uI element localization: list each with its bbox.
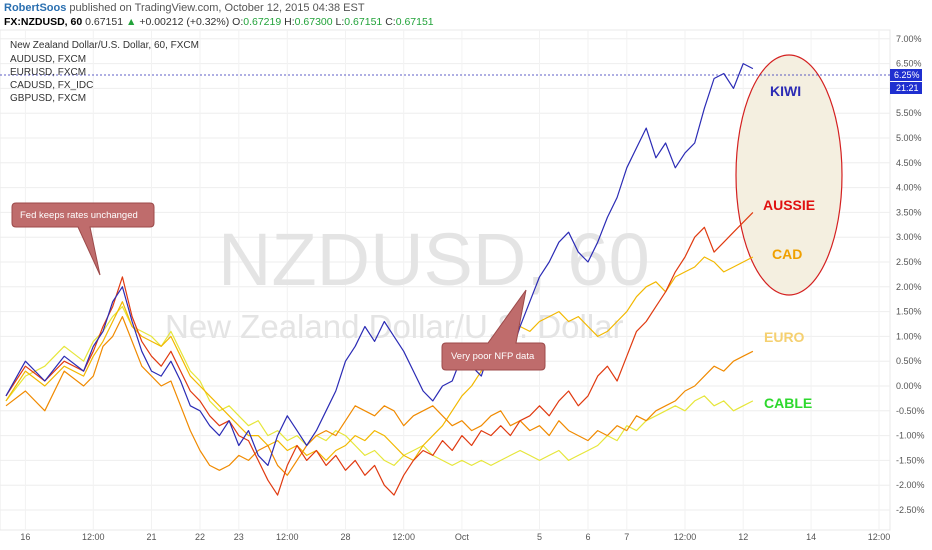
last-price: 0.67151	[85, 16, 124, 28]
x-tick-label: 28	[340, 532, 350, 542]
x-tick-label: 12:00	[276, 532, 299, 542]
legend-eurusd: EURUSD, FXCM	[10, 67, 86, 78]
y-axis[interactable]: 7.00%6.50%6.00%5.50%5.00%4.50%4.00%3.50%…	[896, 34, 925, 515]
x-axis[interactable]: 16 12:00 21 22 23 12:00 28 12:00 Oct 5 6 7 12:00 12 14…	[20, 532, 890, 542]
timer-tag-value: 21:21	[896, 83, 919, 93]
x-tick-label: 12:00	[392, 532, 415, 542]
x-tick-label: 7	[624, 532, 629, 542]
y-tick-label: 7.00%	[896, 34, 922, 44]
series-line-euro[interactable]	[5, 316, 754, 476]
series-group	[5, 62, 754, 496]
x-tick-label: 16	[20, 532, 30, 542]
x-tick-label: 12:00	[82, 532, 105, 542]
up-arrow-icon: ▲	[126, 16, 137, 28]
y-tick-label: 2.00%	[896, 282, 922, 292]
label-kiwi: KIWI	[770, 83, 801, 99]
y-tick-label: 5.00%	[896, 133, 922, 143]
high-label: H:	[284, 16, 295, 28]
label-cad: CAD	[772, 246, 802, 262]
fed-callout	[11, 202, 155, 276]
y-tick-label: 5.50%	[896, 108, 922, 118]
y-tick-label: 0.50%	[896, 356, 922, 366]
x-tick-label: 14	[806, 532, 816, 542]
symbol-line: FX:NZDUSD, 60 0.67151 ▲ +0.00212 (+0.32%…	[4, 16, 434, 28]
nfp-callout	[441, 289, 546, 371]
price-change: +0.00212 (+0.32%)	[139, 16, 230, 28]
series-line-aussie[interactable]	[5, 211, 754, 496]
y-tick-label: -1.50%	[896, 455, 925, 465]
y-tick-label: 1.50%	[896, 307, 922, 317]
open-label: O:	[232, 16, 244, 28]
series-line-cad[interactable]	[5, 256, 754, 461]
x-tick-label: 12	[738, 532, 748, 542]
x-tick-label: 23	[234, 532, 244, 542]
y-tick-label: 6.50%	[896, 59, 922, 69]
watermark-symbol: NZDUSD, 60	[218, 218, 650, 301]
watermark-name: New Zealand Dollar/U.S. Dollar	[165, 308, 624, 345]
legend-cadusd: CADUSD, FX_IDC	[10, 80, 93, 91]
y-tick-label: -2.00%	[896, 480, 925, 490]
x-tick-label: 12:00	[674, 532, 697, 542]
close-label: C:	[385, 16, 396, 28]
x-tick-label: 21	[146, 532, 156, 542]
series-line-kiwi[interactable]	[5, 62, 754, 466]
author-link[interactable]: RobertSoos	[4, 2, 67, 14]
nfp-callout-text: Very poor NFP data	[451, 351, 535, 362]
label-euro: EURO	[764, 329, 805, 345]
x-tick-label: 12:00	[868, 532, 891, 542]
y-tick-label: 4.50%	[896, 158, 922, 168]
close-value: 0.67151	[395, 16, 434, 28]
symbol-name: FX:NZDUSD, 60	[4, 16, 83, 28]
open-value: 0.67219	[243, 16, 282, 28]
y-tick-label: 4.00%	[896, 183, 922, 193]
chart-header: RobertSoos published on TradingView.com,…	[0, 0, 932, 30]
label-aussie: AUSSIE	[763, 197, 815, 213]
fed-callout-text: Fed keeps rates unchanged	[20, 210, 138, 221]
y-tick-label: -1.00%	[896, 431, 925, 441]
label-cable: CABLE	[764, 395, 812, 411]
x-tick-label: 5	[537, 532, 542, 542]
y-tick-label: -0.50%	[896, 406, 925, 416]
legend-main: New Zealand Dollar/U.S. Dollar, 60, FXCM	[10, 40, 199, 51]
publish-info: published on TradingView.com, October 12…	[69, 2, 365, 14]
price-tag	[890, 69, 922, 81]
legend-audusd: AUDUSD, FXCM	[10, 54, 86, 65]
x-tick-label: 22	[195, 532, 205, 542]
y-tick-label: -2.50%	[896, 505, 925, 515]
low-label: L:	[335, 16, 345, 28]
price-tag-value: 6.25%	[894, 70, 920, 80]
y-tick-label: 1.00%	[896, 331, 922, 341]
highlight-ellipse	[735, 54, 843, 296]
y-tick-label: 3.50%	[896, 207, 922, 217]
legend-gbpusd: GBPUSD, FXCM	[10, 93, 86, 104]
low-value: 0.67151	[344, 16, 383, 28]
x-tick-label: Oct	[455, 532, 470, 542]
high-value: 0.67300	[294, 16, 333, 28]
x-tick-label: 6	[585, 532, 590, 542]
y-tick-label: 3.00%	[896, 232, 922, 242]
y-tick-label: 0.00%	[896, 381, 922, 391]
publish-line: RobertSoos published on TradingView.com,…	[4, 2, 365, 14]
y-tick-label: 2.50%	[896, 257, 922, 267]
timer-tag	[890, 82, 922, 94]
